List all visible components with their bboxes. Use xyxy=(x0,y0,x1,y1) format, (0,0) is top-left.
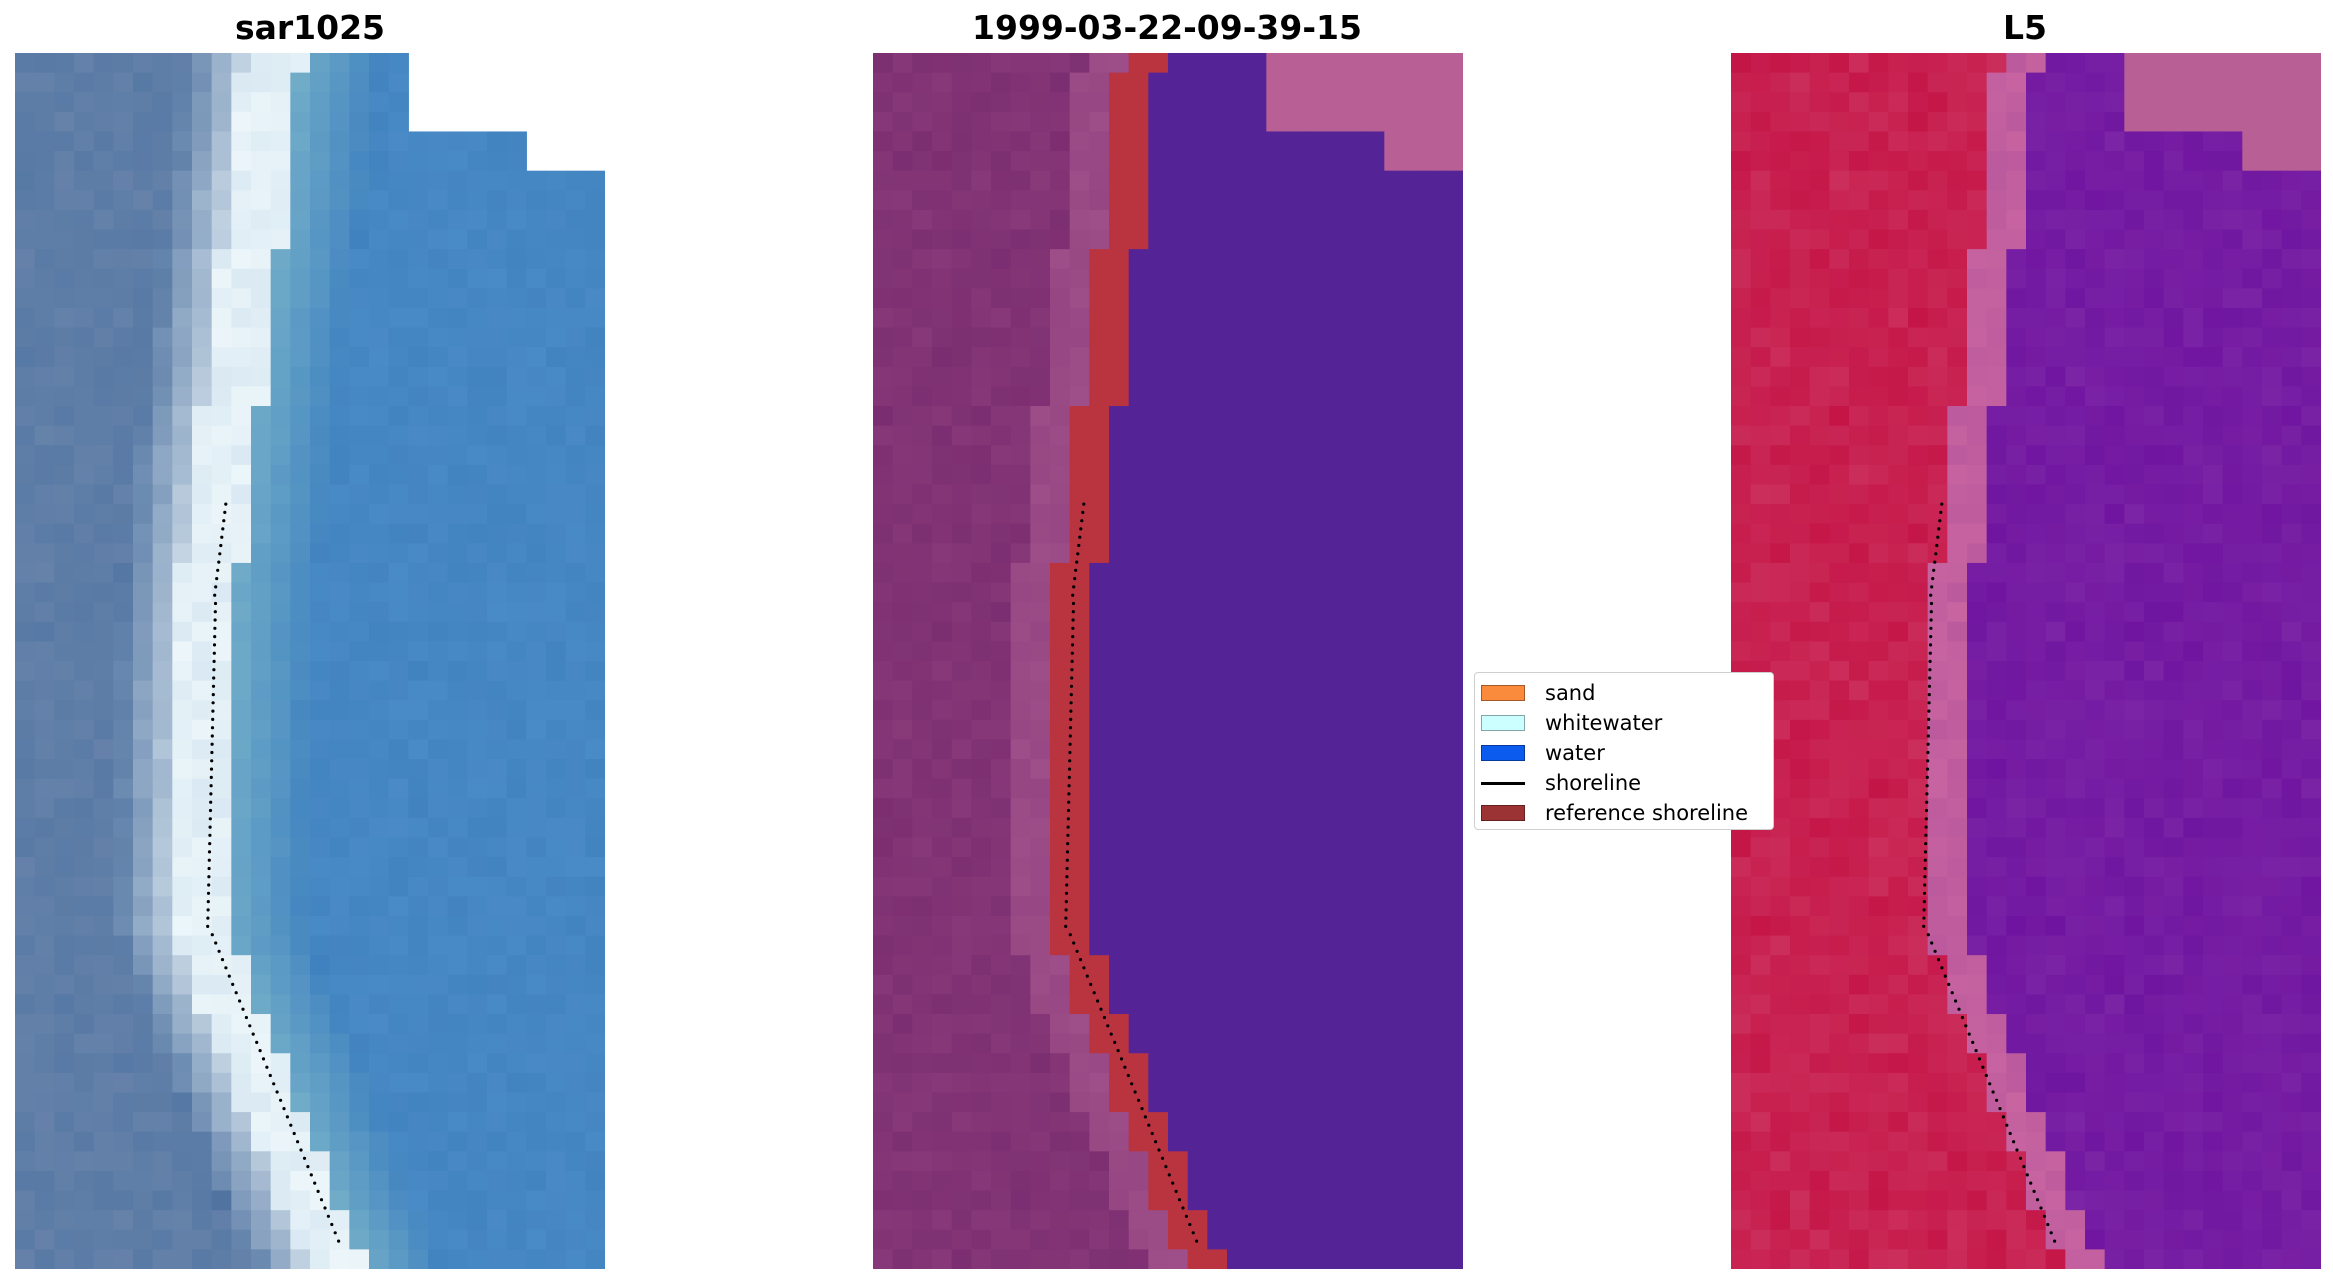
shoreline-dots xyxy=(206,502,341,1243)
legend-label-reference-shoreline: reference shoreline xyxy=(1545,801,1749,825)
panel-title-1: sar1025 xyxy=(234,8,386,47)
shoreline-dots xyxy=(1922,502,2057,1243)
panel-title-3: L5 xyxy=(2003,8,2047,47)
legend-swatch-whitewater xyxy=(1481,715,1525,731)
legend-item-whitewater: whitewater xyxy=(1481,707,1771,737)
classification-image xyxy=(873,53,1463,1269)
legend-swatch-sand xyxy=(1481,685,1525,701)
index-image xyxy=(1731,53,2321,1269)
legend-swatch-water xyxy=(1481,745,1525,761)
shoreline-dots xyxy=(1064,502,1199,1243)
legend-label-whitewater: whitewater xyxy=(1545,711,1663,735)
legend-label-water: water xyxy=(1545,741,1605,765)
legend-swatch-reference-shoreline xyxy=(1481,805,1525,821)
legend: sand whitewater water shoreline referenc… xyxy=(1474,672,1774,830)
legend-item-water: water xyxy=(1481,737,1771,767)
panel-title-2: 1999-03-22-09-39-15 xyxy=(972,8,1362,47)
legend-item-shoreline: shoreline xyxy=(1481,767,1771,797)
satellite-image xyxy=(15,53,605,1269)
legend-label-sand: sand xyxy=(1545,681,1596,705)
legend-label-shoreline: shoreline xyxy=(1545,771,1642,795)
legend-item-reference-shoreline: reference shoreline xyxy=(1481,797,1771,827)
legend-item-sand: sand xyxy=(1481,677,1771,707)
legend-line-shoreline xyxy=(1481,782,1525,785)
